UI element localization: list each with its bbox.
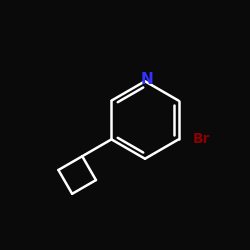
- Text: N: N: [140, 72, 153, 88]
- Text: Br: Br: [192, 132, 210, 146]
